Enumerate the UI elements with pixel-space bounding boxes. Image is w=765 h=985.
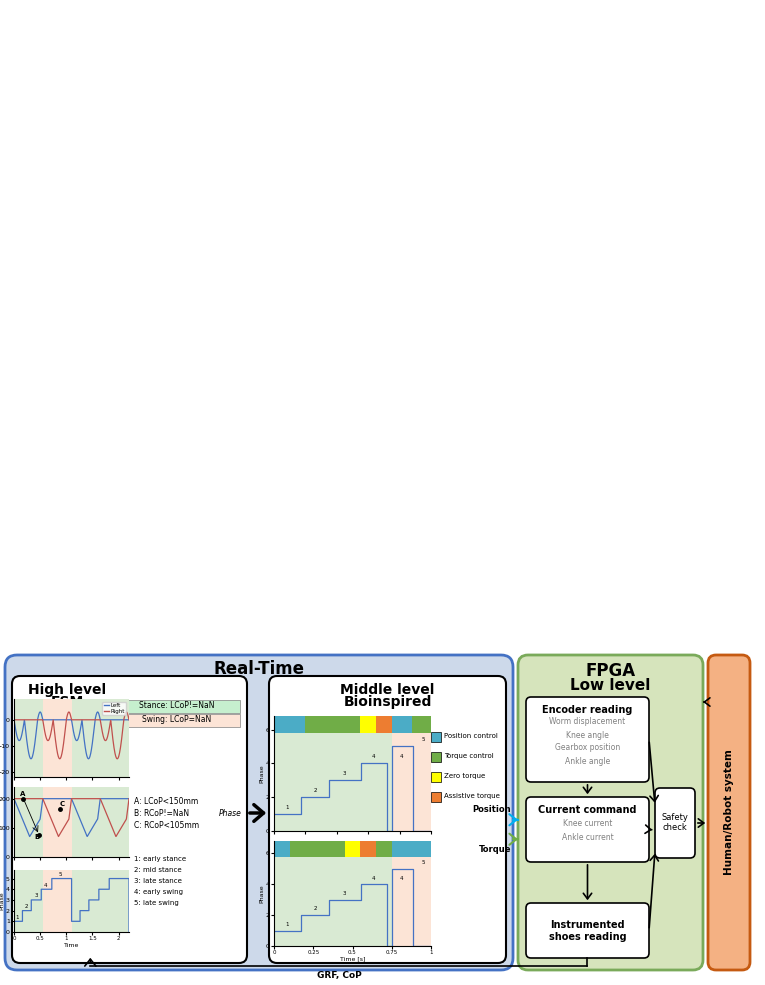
Text: Swing: LCoP=NaN: Swing: LCoP=NaN bbox=[142, 715, 212, 725]
Text: High level: High level bbox=[28, 683, 106, 697]
Text: 1: 1 bbox=[15, 915, 19, 920]
Text: Instrumented: Instrumented bbox=[550, 920, 625, 930]
Bar bbox=[274, 716, 305, 733]
Bar bbox=[376, 716, 392, 733]
Text: check: check bbox=[662, 823, 688, 832]
Bar bbox=[290, 841, 345, 857]
Text: GRF, CoP: GRF, CoP bbox=[317, 971, 361, 980]
Text: 1: early stance: 1: early stance bbox=[134, 856, 186, 862]
Text: C: RCoP<105mm: C: RCoP<105mm bbox=[134, 821, 199, 830]
Text: Position control: Position control bbox=[444, 733, 498, 739]
Text: 2: mid stance: 2: mid stance bbox=[134, 867, 181, 873]
Text: 2: 2 bbox=[313, 906, 317, 911]
Text: 3: 3 bbox=[343, 891, 347, 896]
Text: 1: 1 bbox=[285, 922, 288, 927]
FancyBboxPatch shape bbox=[518, 655, 703, 970]
Text: 2: 2 bbox=[24, 904, 28, 909]
FancyBboxPatch shape bbox=[708, 655, 750, 970]
Text: Current command: Current command bbox=[539, 805, 636, 815]
FancyBboxPatch shape bbox=[655, 788, 695, 858]
Text: Phase: Phase bbox=[219, 810, 242, 819]
Bar bbox=[360, 841, 376, 857]
Text: Stance: LCoP!=NaN: Stance: LCoP!=NaN bbox=[139, 701, 215, 710]
Text: Position: Position bbox=[472, 805, 511, 814]
Text: 5: late swing: 5: late swing bbox=[134, 900, 179, 906]
Text: A: A bbox=[21, 791, 26, 797]
Bar bbox=[431, 732, 441, 742]
Text: FPGA: FPGA bbox=[585, 662, 636, 680]
Text: 5: 5 bbox=[58, 872, 62, 877]
FancyBboxPatch shape bbox=[12, 676, 247, 963]
Text: Ankle angle: Ankle angle bbox=[565, 756, 610, 765]
Bar bbox=[43, 787, 71, 857]
FancyBboxPatch shape bbox=[526, 903, 649, 958]
Text: 5: 5 bbox=[422, 860, 425, 865]
Text: A: LCoP<150mm: A: LCoP<150mm bbox=[134, 798, 198, 807]
Text: Gearbox position: Gearbox position bbox=[555, 744, 620, 753]
Text: 4: 4 bbox=[399, 755, 403, 759]
X-axis label: Time [s]: Time [s] bbox=[340, 956, 365, 961]
Text: Ankle current: Ankle current bbox=[562, 833, 614, 842]
X-axis label: Time: Time bbox=[63, 943, 80, 948]
Bar bbox=[43, 870, 71, 932]
Bar bbox=[392, 716, 431, 831]
Y-axis label: Phase: Phase bbox=[259, 885, 265, 903]
Text: Knee angle: Knee angle bbox=[566, 731, 609, 740]
Legend: Left, Right: Left, Right bbox=[103, 701, 126, 715]
Text: 3: 3 bbox=[34, 893, 37, 898]
Text: Encoder reading: Encoder reading bbox=[542, 705, 633, 715]
Text: Worm displacement: Worm displacement bbox=[549, 717, 626, 727]
Text: Knee current: Knee current bbox=[563, 820, 612, 828]
Text: 1: 1 bbox=[285, 805, 288, 810]
Text: Torque control: Torque control bbox=[444, 753, 493, 759]
Bar bbox=[114, 700, 240, 713]
Bar bbox=[431, 752, 441, 762]
Bar bbox=[392, 841, 431, 857]
Text: 3: late stance: 3: late stance bbox=[134, 878, 182, 884]
Text: C: C bbox=[60, 801, 65, 807]
FancyBboxPatch shape bbox=[5, 655, 513, 970]
Bar bbox=[360, 716, 376, 733]
Text: Real-Time: Real-Time bbox=[213, 660, 304, 678]
Text: Zero torque: Zero torque bbox=[444, 773, 485, 779]
FancyBboxPatch shape bbox=[269, 676, 506, 963]
Text: 4: early swing: 4: early swing bbox=[134, 889, 183, 895]
Bar bbox=[43, 699, 71, 777]
FancyBboxPatch shape bbox=[526, 697, 649, 782]
Text: shoes reading: shoes reading bbox=[549, 932, 627, 942]
Text: 4: 4 bbox=[44, 883, 47, 887]
Text: 4: 4 bbox=[371, 755, 375, 759]
FancyBboxPatch shape bbox=[526, 797, 649, 862]
Bar bbox=[392, 716, 412, 733]
Bar bbox=[376, 841, 392, 857]
Text: Low level: Low level bbox=[571, 678, 651, 692]
Text: FSM: FSM bbox=[50, 695, 83, 709]
Bar bbox=[274, 841, 290, 857]
Text: 5: 5 bbox=[422, 738, 425, 743]
Bar bbox=[431, 792, 441, 802]
Text: Middle level: Middle level bbox=[340, 683, 435, 697]
Y-axis label: Phase: Phase bbox=[0, 891, 5, 910]
Text: Human/Robot system: Human/Robot system bbox=[724, 750, 734, 876]
Text: 4: 4 bbox=[399, 876, 403, 881]
Bar bbox=[114, 714, 240, 727]
Bar bbox=[392, 841, 431, 946]
Text: 3: 3 bbox=[343, 771, 347, 776]
Text: Assistive torque: Assistive torque bbox=[444, 793, 500, 799]
Text: Safety: Safety bbox=[662, 814, 688, 822]
Bar bbox=[305, 716, 360, 733]
Text: Bioinspired: Bioinspired bbox=[343, 695, 431, 709]
Text: B: B bbox=[34, 834, 40, 840]
Text: B: RCoP!=NaN: B: RCoP!=NaN bbox=[134, 810, 189, 819]
Bar bbox=[345, 841, 360, 857]
Text: Torque: Torque bbox=[478, 845, 511, 854]
Bar bbox=[412, 716, 431, 733]
Text: 2: 2 bbox=[313, 788, 317, 793]
Y-axis label: Phase: Phase bbox=[259, 764, 265, 783]
Text: 4: 4 bbox=[371, 876, 375, 881]
Bar bbox=[431, 772, 441, 782]
